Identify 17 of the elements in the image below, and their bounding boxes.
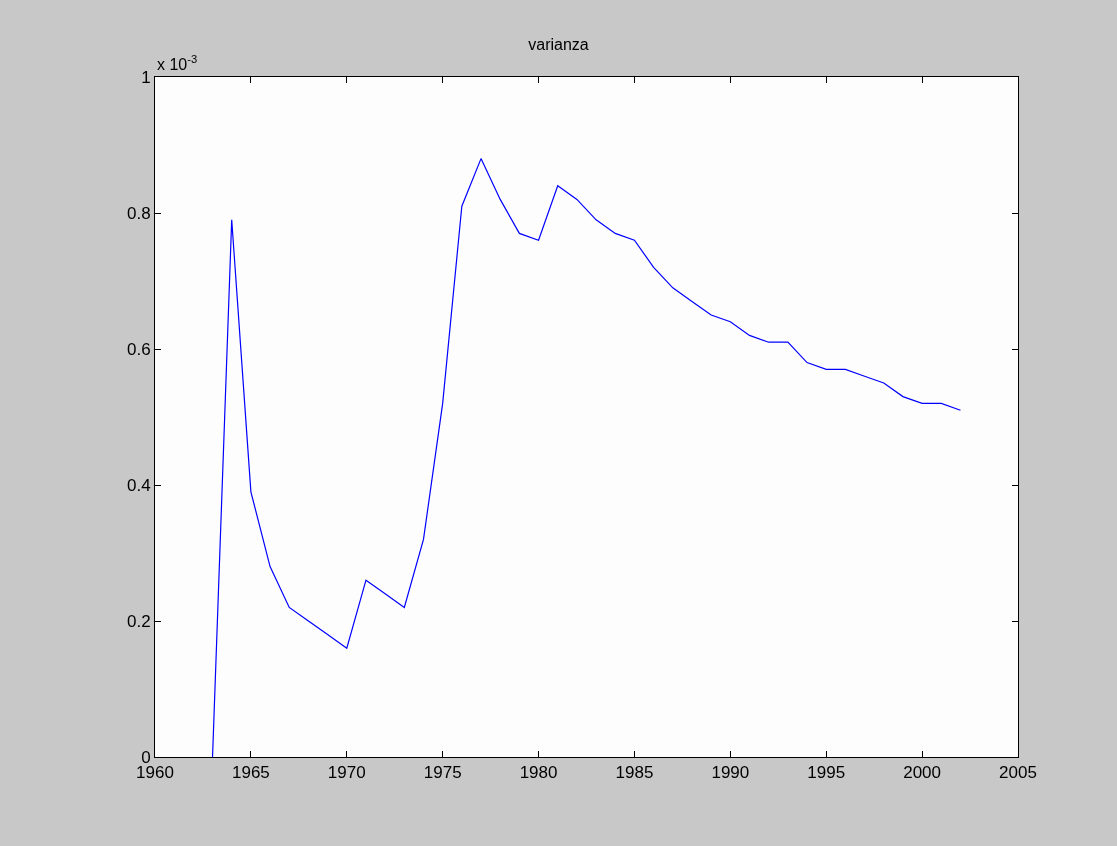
y-tick-label: 0.6 <box>126 339 151 359</box>
x-tick-label: 1985 <box>615 763 654 783</box>
line-series <box>211 158 962 757</box>
y-tick-label: 0.8 <box>126 203 151 223</box>
x-tick-label: 2000 <box>903 763 942 783</box>
y-tick-label: 0.4 <box>126 475 151 495</box>
text: x 10$^{-3}$ <box>157 53 198 73</box>
chart-title: varianza <box>528 36 589 53</box>
x-tick-label: 1975 <box>423 763 462 783</box>
y-tick-label: 0.2 <box>126 611 151 631</box>
x-tick-label: 2005 <box>999 763 1037 783</box>
x-tick-label: 1970 <box>327 763 366 783</box>
x-tick-label: 1990 <box>711 763 750 783</box>
x-tick-label: 1965 <box>231 763 270 783</box>
y-tick-label: 1 <box>141 67 151 87</box>
x-tick-label: 1980 <box>519 763 558 783</box>
x-tick-label: 1995 <box>807 763 846 783</box>
